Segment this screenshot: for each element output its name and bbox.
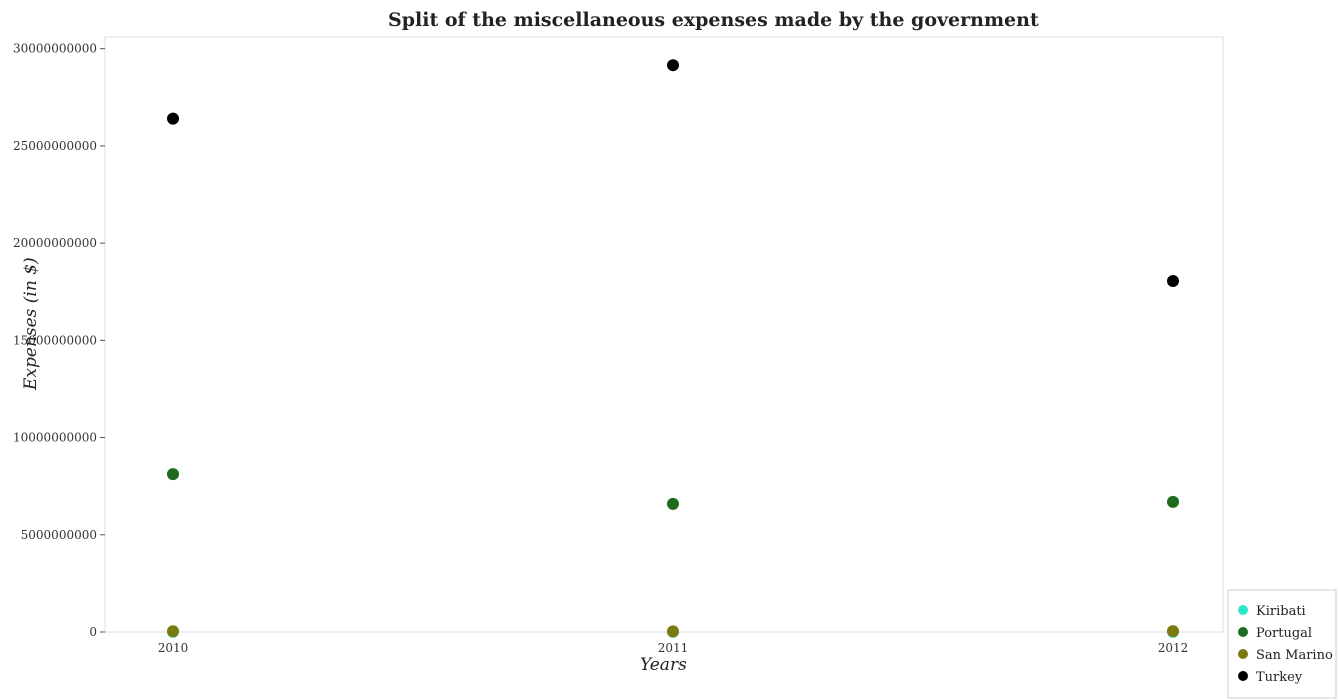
point-san-marino: [667, 625, 679, 638]
point-san-marino: [167, 625, 179, 638]
legend: Kiribati Portugal San Marino Turkey: [1227, 589, 1337, 699]
legend-label: Kiribati: [1256, 604, 1306, 619]
legend-marker: [1238, 649, 1248, 659]
point-portugal: [167, 468, 179, 481]
y-tick-label: 10000000000: [13, 431, 97, 445]
data-points: [167, 59, 1179, 638]
point-turkey: [667, 59, 679, 72]
point-turkey: [167, 112, 179, 125]
y-tick-label: 30000000000: [13, 42, 97, 56]
x-tick-label: 2011: [658, 641, 689, 655]
y-tick-label: 15000000000: [13, 333, 97, 347]
legend-label: Turkey: [1256, 670, 1303, 685]
plot-area: [104, 36, 1224, 633]
point-portugal: [667, 497, 679, 510]
point-san-marino: [1167, 625, 1179, 638]
y-tick-label: 5000000000: [21, 528, 97, 542]
y-tick-label: 20000000000: [13, 236, 97, 250]
point-portugal: [1167, 495, 1179, 508]
legend-label: San Marino: [1256, 648, 1333, 663]
legend-label: Portugal: [1256, 626, 1312, 641]
x-tick-label: 2012: [1158, 641, 1189, 655]
legend-marker: [1238, 605, 1248, 615]
legend-marker: [1238, 627, 1248, 637]
legend-marker: [1238, 671, 1248, 681]
y-tick-label: 0: [89, 625, 97, 639]
chart-title: Split of the miscellaneous expenses made…: [388, 9, 1039, 31]
y-axis-label: Expenses (in $): [21, 257, 41, 391]
x-tick-label: 2010: [158, 641, 189, 655]
y-axis-ticks: 0 5000000000 10000000000 15000000000 2000000…: [13, 42, 105, 639]
point-turkey: [1167, 275, 1179, 288]
y-tick-label: 25000000000: [13, 139, 97, 153]
x-axis-label: Years: [640, 655, 687, 675]
